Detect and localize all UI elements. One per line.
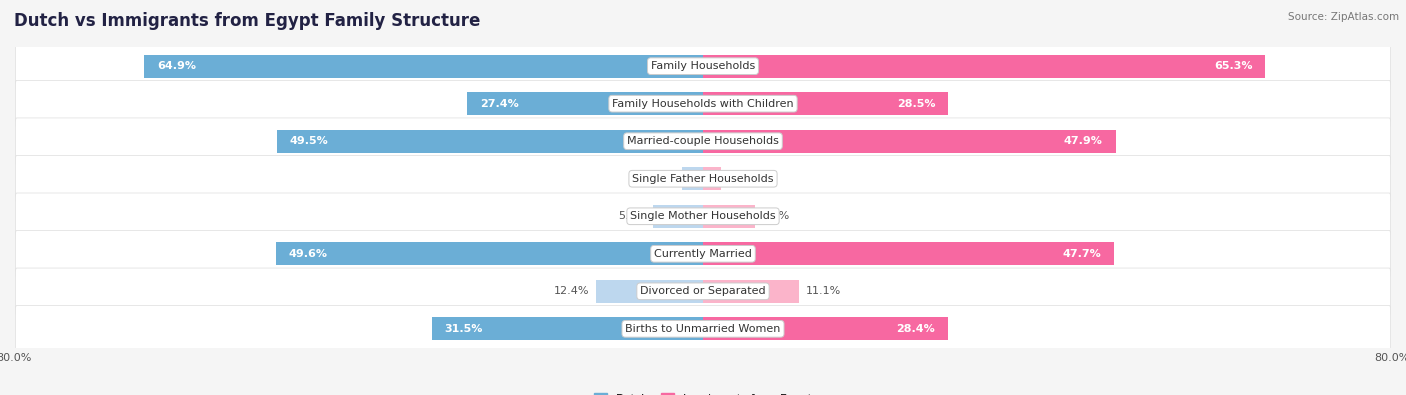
FancyBboxPatch shape xyxy=(15,306,1391,352)
Bar xyxy=(703,167,721,190)
Bar xyxy=(703,205,755,228)
Text: 64.9%: 64.9% xyxy=(157,61,195,71)
FancyBboxPatch shape xyxy=(15,43,1391,89)
Text: 28.4%: 28.4% xyxy=(896,324,935,334)
Text: Divorced or Separated: Divorced or Separated xyxy=(640,286,766,296)
FancyBboxPatch shape xyxy=(15,193,1391,239)
Text: 11.1%: 11.1% xyxy=(806,286,841,296)
Text: 6.0%: 6.0% xyxy=(762,211,790,221)
Legend: Dutch, Immigrants from Egypt: Dutch, Immigrants from Egypt xyxy=(589,389,817,395)
Bar xyxy=(703,55,1265,78)
Text: 28.5%: 28.5% xyxy=(897,99,935,109)
Text: 49.6%: 49.6% xyxy=(288,249,328,259)
Text: 47.7%: 47.7% xyxy=(1062,249,1101,259)
Bar xyxy=(703,317,948,340)
Bar xyxy=(276,242,703,265)
Text: Family Households with Children: Family Households with Children xyxy=(612,99,794,109)
Text: 31.5%: 31.5% xyxy=(444,324,484,334)
Bar xyxy=(652,205,703,228)
FancyBboxPatch shape xyxy=(15,268,1391,314)
Bar xyxy=(143,55,703,78)
Text: Married-couple Households: Married-couple Households xyxy=(627,136,779,146)
FancyBboxPatch shape xyxy=(15,231,1391,277)
Text: Currently Married: Currently Married xyxy=(654,249,752,259)
Bar xyxy=(703,130,1115,153)
Bar xyxy=(467,92,703,115)
Text: 49.5%: 49.5% xyxy=(290,136,329,146)
Text: 2.1%: 2.1% xyxy=(728,174,756,184)
Text: Family Households: Family Households xyxy=(651,61,755,71)
Text: 65.3%: 65.3% xyxy=(1213,61,1253,71)
Bar xyxy=(703,280,799,303)
Bar xyxy=(703,92,949,115)
Bar xyxy=(682,167,703,190)
Text: 27.4%: 27.4% xyxy=(479,99,519,109)
FancyBboxPatch shape xyxy=(15,118,1391,164)
Bar xyxy=(277,130,703,153)
Bar xyxy=(432,317,703,340)
FancyBboxPatch shape xyxy=(15,81,1391,127)
Bar xyxy=(703,242,1114,265)
Text: Dutch vs Immigrants from Egypt Family Structure: Dutch vs Immigrants from Egypt Family St… xyxy=(14,12,481,30)
Text: Births to Unmarried Women: Births to Unmarried Women xyxy=(626,324,780,334)
FancyBboxPatch shape xyxy=(15,156,1391,202)
Text: 2.4%: 2.4% xyxy=(647,174,675,184)
Text: Single Father Households: Single Father Households xyxy=(633,174,773,184)
Text: Source: ZipAtlas.com: Source: ZipAtlas.com xyxy=(1288,12,1399,22)
Bar xyxy=(596,280,703,303)
Text: 12.4%: 12.4% xyxy=(554,286,589,296)
Text: 5.8%: 5.8% xyxy=(617,211,647,221)
Text: 47.9%: 47.9% xyxy=(1064,136,1102,146)
Text: Single Mother Households: Single Mother Households xyxy=(630,211,776,221)
